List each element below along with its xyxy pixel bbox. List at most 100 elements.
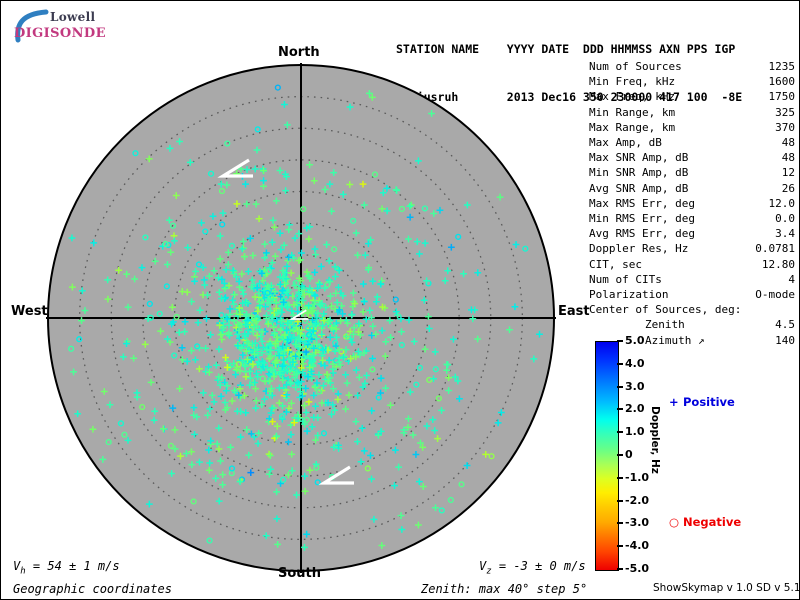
- compass-east: East: [558, 304, 590, 319]
- tick-label: -3.0: [625, 516, 650, 530]
- stat-value: 12.0: [768, 196, 796, 210]
- stat-value: 48: [781, 136, 795, 150]
- colorbar-tick: 4.0: [617, 357, 645, 370]
- source-point-positive: [447, 243, 455, 251]
- stat-key: Max SNR Amp, dB: [589, 151, 689, 165]
- source-point-positive: [350, 330, 357, 338]
- compass-north: North: [278, 45, 320, 60]
- source-point-positive: [279, 353, 286, 360]
- source-point-positive: [212, 474, 220, 482]
- source-point-positive: [344, 319, 351, 327]
- source-point-negative: [171, 352, 178, 359]
- tick-mark-icon: [617, 431, 623, 434]
- tick-label: -5.0: [625, 562, 650, 575]
- source-point-positive: [242, 409, 250, 417]
- source-point-positive: [494, 419, 502, 427]
- source-point-positive: [251, 350, 258, 358]
- source-point-positive: [166, 144, 174, 152]
- source-point-positive: [455, 395, 463, 403]
- source-point-positive: [78, 317, 85, 324]
- source-point-positive: [284, 291, 292, 299]
- source-point-positive: [325, 257, 333, 265]
- source-point-positive: [298, 282, 306, 290]
- source-point-positive: [242, 347, 250, 355]
- colorbar-tick: -3.0: [617, 516, 649, 529]
- source-point-positive: [248, 276, 256, 284]
- source-point-positive: [284, 346, 292, 354]
- source-point-positive: [306, 354, 313, 362]
- source-point-positive: [355, 328, 362, 336]
- source-point-positive: [276, 167, 284, 174]
- source-point-positive: [207, 437, 215, 445]
- source-point-negative: [117, 420, 125, 427]
- source-point-positive: [248, 312, 256, 320]
- source-point-positive: [352, 366, 360, 374]
- source-point-negative: [432, 366, 439, 373]
- source-point-positive: [281, 348, 288, 356]
- source-point-positive: [316, 300, 324, 308]
- source-point-positive: [431, 348, 439, 356]
- source-point-positive: [364, 240, 372, 248]
- tick-mark-icon: [617, 568, 623, 570]
- stat-value: 12.80: [761, 257, 795, 271]
- stat-key: Max Amp, dB: [589, 136, 662, 150]
- source-point-positive: [272, 340, 279, 348]
- source-point-positive: [281, 101, 288, 108]
- source-point-positive: [329, 360, 337, 368]
- source-point-positive: [205, 446, 213, 454]
- source-point-positive: [225, 282, 233, 290]
- stat-key: Max RMS Err, deg: [589, 196, 695, 210]
- source-point-negative: [257, 298, 264, 305]
- source-point-positive: [286, 378, 294, 386]
- source-point-negative: [364, 465, 371, 472]
- source-point-positive: [337, 317, 345, 325]
- colorbar-tick: 3.0: [617, 380, 645, 393]
- source-point-positive: [413, 238, 421, 246]
- source-point-positive: [261, 254, 269, 262]
- source-point-positive: [360, 447, 368, 455]
- tick-label: 3.0: [625, 379, 645, 393]
- source-point-positive: [267, 307, 274, 315]
- source-point-positive: [325, 356, 333, 364]
- source-point-negative: [315, 388, 323, 395]
- source-point-positive: [351, 300, 359, 308]
- source-point-positive: [276, 281, 284, 288]
- source-point-positive: [223, 382, 231, 390]
- source-point-positive: [407, 201, 415, 209]
- source-point-positive: [178, 288, 186, 295]
- source-point-positive: [262, 249, 270, 257]
- source-point-positive: [365, 264, 373, 272]
- source-point-positive: [147, 378, 155, 386]
- source-point-positive: [246, 381, 254, 389]
- source-point-positive: [278, 302, 286, 310]
- source-point-positive: [302, 348, 310, 356]
- source-point-positive: [373, 293, 381, 301]
- source-point-positive: [252, 200, 260, 208]
- source-point-positive: [354, 348, 362, 355]
- source-point-positive: [190, 404, 198, 412]
- source-point-positive: [284, 319, 292, 327]
- source-point-positive: [306, 326, 314, 334]
- source-point-positive: [251, 379, 259, 386]
- plus-icon: +: [669, 395, 679, 409]
- source-point-positive: [474, 269, 482, 277]
- source-point-positive: [195, 365, 203, 373]
- source-point-positive: [235, 391, 243, 399]
- source-point-positive: [354, 438, 361, 445]
- stat-row: Max Amp, dB 48: [589, 135, 795, 150]
- source-point-positive: [190, 411, 198, 419]
- source-point-positive: [360, 298, 368, 305]
- source-point-positive: [238, 245, 246, 253]
- source-point-positive: [235, 304, 243, 312]
- source-point-positive: [320, 382, 327, 390]
- source-point-positive: [258, 328, 266, 336]
- source-point-positive: [282, 187, 290, 195]
- source-point-positive: [272, 305, 280, 312]
- logo-lowell-text: Lowell: [50, 10, 96, 24]
- source-point-positive: [432, 504, 439, 512]
- source-point-positive: [199, 389, 207, 397]
- stat-row: Max RMS Err, deg 12.0: [589, 196, 795, 211]
- source-point-positive: [290, 301, 298, 309]
- source-point-positive: [332, 342, 340, 350]
- source-point-positive: [306, 284, 314, 292]
